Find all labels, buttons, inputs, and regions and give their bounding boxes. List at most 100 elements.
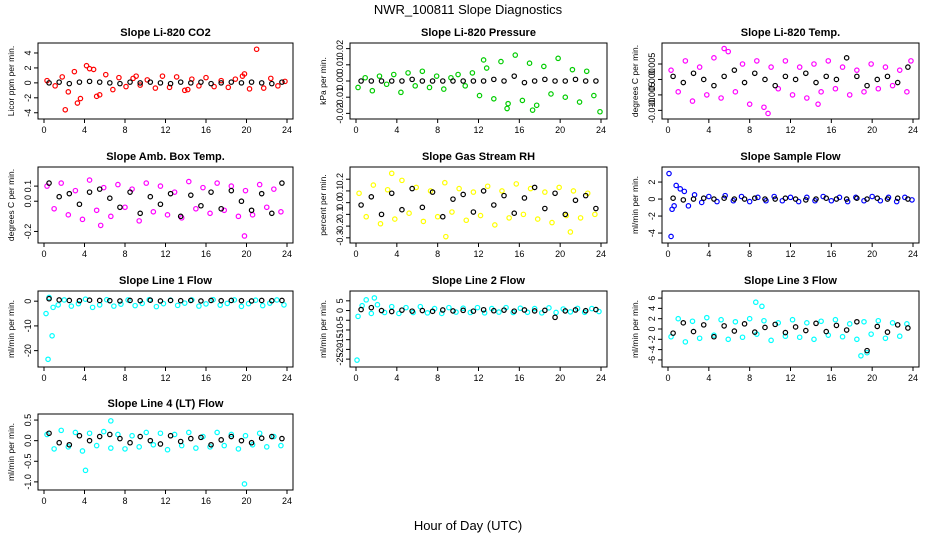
x-tick-label: 12 <box>473 249 483 259</box>
data-point <box>804 320 810 326</box>
mean-point <box>96 433 103 440</box>
mean-point <box>409 308 415 314</box>
mean-point <box>690 70 697 77</box>
y-tick-label: -0.5 <box>23 454 33 470</box>
plot-frame <box>349 290 608 368</box>
mean-point <box>511 73 518 79</box>
data-point <box>93 442 100 449</box>
data-point <box>238 303 245 310</box>
mean-point <box>823 73 830 80</box>
data-point <box>58 427 65 434</box>
data-point <box>844 198 851 205</box>
y-tick-label: -0.01 <box>335 87 345 108</box>
data-point <box>122 204 128 211</box>
data-point <box>193 205 199 212</box>
data-point <box>548 91 554 97</box>
plot-frame <box>37 42 294 120</box>
data-point <box>50 304 56 311</box>
data-point <box>111 303 117 309</box>
data-point <box>904 89 910 95</box>
mean-point <box>501 307 507 313</box>
mean-point <box>86 78 93 85</box>
data-point <box>72 429 79 436</box>
panel-2: Slope Li-820 Pressure 0 4 8 12 16 20 24 -0.02-0.… <box>318 27 608 135</box>
y-axis-title: ml/min per min. <box>630 176 640 234</box>
mean-point <box>188 192 194 198</box>
mean-point <box>368 193 375 200</box>
mean-point <box>864 196 870 202</box>
mean-point <box>208 297 214 304</box>
data-point <box>207 210 213 217</box>
mean-point <box>258 435 265 441</box>
data-point <box>49 332 55 339</box>
mean-point <box>751 195 758 202</box>
mean-point <box>378 78 385 84</box>
x-tick-label: 8 <box>122 373 127 383</box>
data-point <box>768 337 774 344</box>
mean-point <box>177 297 184 304</box>
x-tick-label: 4 <box>82 496 87 506</box>
data-point <box>242 187 249 194</box>
y-tick-label: -20 <box>23 344 33 357</box>
y-tick-label: 4 <box>23 50 33 55</box>
x-tick-label: 20 <box>555 125 565 135</box>
data-point <box>796 334 803 341</box>
data-point <box>89 304 96 311</box>
data-point <box>677 186 684 192</box>
data-point <box>256 181 263 188</box>
data-point <box>567 309 574 315</box>
data-point <box>282 78 288 85</box>
data-point <box>51 205 57 212</box>
data-point <box>100 428 107 435</box>
data-point <box>58 180 65 186</box>
x-tick-label: 8 <box>747 249 752 259</box>
data-point <box>752 299 759 306</box>
data-point <box>377 220 384 227</box>
mean-point <box>269 433 275 440</box>
mean-point <box>218 437 224 443</box>
mean-point <box>167 432 174 439</box>
y-axis-title: degrees C per min. <box>6 169 16 241</box>
plot-frame <box>37 166 294 244</box>
data-point <box>256 430 263 437</box>
data-point <box>232 76 239 82</box>
mean-point <box>905 325 911 331</box>
y-tick-label: 0.0 <box>23 195 33 208</box>
data-point <box>271 186 277 192</box>
y-tick-label: 0.005 <box>647 53 657 76</box>
mean-point <box>491 76 497 83</box>
y-tick-label: -0.3 <box>335 230 345 246</box>
mean-point <box>107 297 113 304</box>
y-tick-label: -4 <box>23 109 33 117</box>
mean-point <box>368 78 375 84</box>
data-point <box>563 212 570 219</box>
data-point <box>759 303 765 310</box>
mean-point <box>177 213 184 220</box>
x-tick-label: 8 <box>122 496 127 506</box>
data-point <box>399 177 405 184</box>
mean-point <box>884 196 891 202</box>
mean-point <box>269 297 275 304</box>
data-point <box>761 317 767 324</box>
data-point <box>72 187 79 194</box>
data-point <box>281 302 287 308</box>
data-point <box>577 215 584 221</box>
data-point <box>211 83 217 90</box>
panel-title: Slope Line 3 Flow <box>744 275 837 287</box>
data-point <box>725 48 732 55</box>
data-point <box>526 60 533 66</box>
data-point <box>576 99 583 105</box>
mean-point <box>147 193 154 200</box>
mean-point <box>741 196 748 202</box>
y-axis-title: percent per min. <box>318 174 328 235</box>
data-point <box>689 98 696 104</box>
data-point <box>384 186 391 193</box>
data-point <box>506 215 512 221</box>
mean-point <box>680 197 687 203</box>
data-point <box>116 74 122 81</box>
data-point <box>249 212 256 218</box>
panel-title: Slope Amb. Box Temp. <box>106 151 225 163</box>
data-point <box>93 207 100 214</box>
x-tick-label: 0 <box>41 373 46 383</box>
